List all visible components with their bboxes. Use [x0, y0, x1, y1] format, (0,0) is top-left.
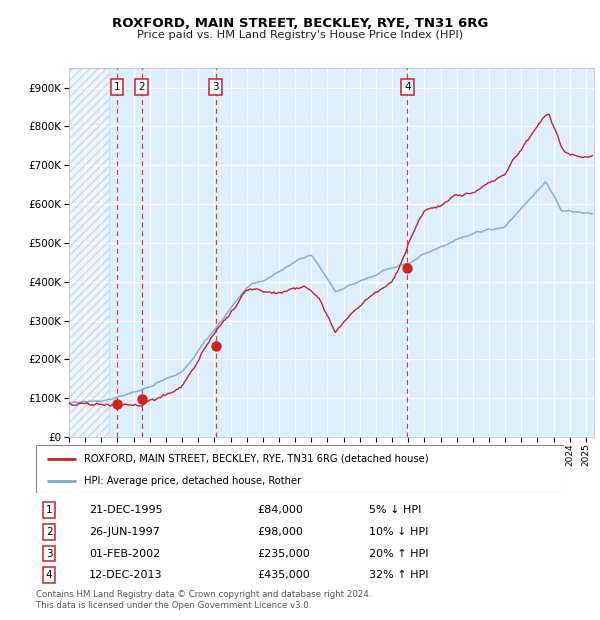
- Text: 1: 1: [46, 505, 53, 515]
- Text: £98,000: £98,000: [258, 527, 304, 537]
- Text: This data is licensed under the Open Government Licence v3.0.: This data is licensed under the Open Gov…: [36, 601, 311, 611]
- Text: 10% ↓ HPI: 10% ↓ HPI: [368, 527, 428, 537]
- Text: 20% ↑ HPI: 20% ↑ HPI: [368, 549, 428, 559]
- Text: 21-DEC-1995: 21-DEC-1995: [89, 505, 163, 515]
- Text: £235,000: £235,000: [258, 549, 311, 559]
- Text: £435,000: £435,000: [258, 570, 311, 580]
- Text: 4: 4: [404, 82, 411, 92]
- Bar: [69, 68, 109, 437]
- Text: 2: 2: [46, 527, 53, 537]
- Text: 2: 2: [138, 82, 145, 92]
- Text: ROXFORD, MAIN STREET, BECKLEY, RYE, TN31 6RG (detached house): ROXFORD, MAIN STREET, BECKLEY, RYE, TN31…: [83, 453, 428, 464]
- Text: £84,000: £84,000: [258, 505, 304, 515]
- Text: 4: 4: [46, 570, 53, 580]
- Text: 01-FEB-2002: 01-FEB-2002: [89, 549, 160, 559]
- Text: 5% ↓ HPI: 5% ↓ HPI: [368, 505, 421, 515]
- Text: 32% ↑ HPI: 32% ↑ HPI: [368, 570, 428, 580]
- Text: Price paid vs. HM Land Registry's House Price Index (HPI): Price paid vs. HM Land Registry's House …: [137, 30, 463, 40]
- Text: 3: 3: [212, 82, 219, 92]
- Text: 1: 1: [113, 82, 120, 92]
- Text: ROXFORD, MAIN STREET, BECKLEY, RYE, TN31 6RG: ROXFORD, MAIN STREET, BECKLEY, RYE, TN31…: [112, 17, 488, 30]
- Text: HPI: Average price, detached house, Rother: HPI: Average price, detached house, Roth…: [83, 476, 301, 486]
- Text: Contains HM Land Registry data © Crown copyright and database right 2024.: Contains HM Land Registry data © Crown c…: [36, 590, 371, 600]
- Text: 3: 3: [46, 549, 53, 559]
- Text: 12-DEC-2013: 12-DEC-2013: [89, 570, 162, 580]
- Text: 26-JUN-1997: 26-JUN-1997: [89, 527, 160, 537]
